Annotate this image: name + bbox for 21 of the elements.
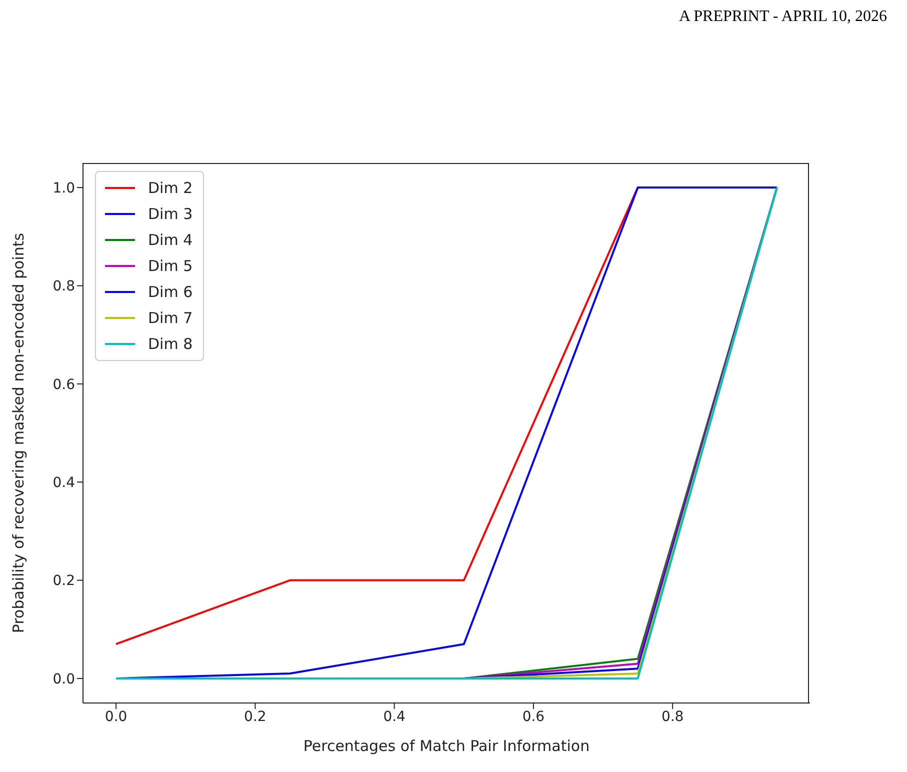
x-tick-label: 0.6 xyxy=(522,708,545,725)
legend-label: Dim 4 xyxy=(148,230,193,251)
x-tick-label: 0.0 xyxy=(104,708,128,725)
x-tick-label: 0.8 xyxy=(661,708,684,725)
y-axis-title: Probability of recovering masked non-encoded points xyxy=(9,232,28,634)
legend-label: Dim 3 xyxy=(148,204,193,225)
x-axis-title: Percentages of Match Pair Information xyxy=(303,737,590,755)
legend-label: Dim 6 xyxy=(148,282,193,303)
y-tick-label: 0.8 xyxy=(52,278,75,295)
y-tick-label: 1.0 xyxy=(52,180,75,197)
legend-label: Dim 7 xyxy=(148,308,193,329)
y-tick-label: 0.4 xyxy=(52,475,76,492)
x-tick-label: 0.2 xyxy=(244,708,266,725)
y-tick-label: 0.0 xyxy=(52,671,75,688)
y-tick-label: 0.2 xyxy=(52,573,75,590)
legend-label: Dim 5 xyxy=(148,256,193,277)
legend-label: Dim 2 xyxy=(148,178,193,199)
x-tick-label: 0.4 xyxy=(383,708,406,725)
text: A PREPRINT - APRIL 10, 2026 xyxy=(678,8,887,26)
legend-label: Dim 8 xyxy=(148,334,193,355)
y-tick-label: 0.6 xyxy=(52,376,76,393)
